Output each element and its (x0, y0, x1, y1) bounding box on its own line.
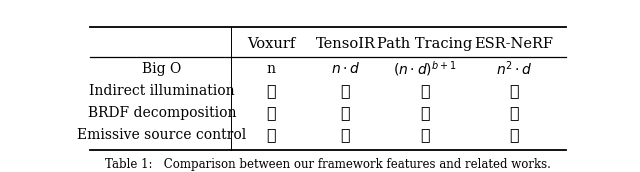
Text: ✘: ✘ (266, 82, 276, 99)
Text: BRDF decomposition: BRDF decomposition (88, 106, 236, 120)
Text: Table 1:   Comparison between our framework features and related works.: Table 1: Comparison between our framewor… (105, 159, 551, 171)
Text: ✔: ✔ (420, 126, 429, 143)
Text: ESR-NeRF: ESR-NeRF (474, 37, 554, 51)
Text: Big O: Big O (142, 62, 182, 76)
Text: ✔: ✔ (340, 82, 350, 99)
Text: ✘: ✘ (266, 126, 276, 143)
Text: ✘: ✘ (340, 126, 350, 143)
Text: $n^2 \cdot d$: $n^2 \cdot d$ (495, 60, 532, 78)
Text: ✔: ✔ (509, 126, 519, 143)
Text: Emissive source control: Emissive source control (77, 128, 246, 142)
Text: ✔: ✔ (340, 104, 350, 121)
Text: ✔: ✔ (420, 82, 429, 99)
Text: ✔: ✔ (509, 104, 519, 121)
Text: $n \cdot d$: $n \cdot d$ (331, 61, 360, 77)
Text: ✔: ✔ (509, 82, 519, 99)
Text: Voxurf: Voxurf (247, 37, 295, 51)
Text: ✔: ✔ (420, 104, 429, 121)
Text: $(n \cdot d)^{b+1}$: $(n \cdot d)^{b+1}$ (393, 60, 456, 78)
Text: n: n (266, 62, 275, 76)
Text: ✘: ✘ (266, 104, 276, 121)
Text: Indirect illumination: Indirect illumination (89, 84, 235, 98)
Text: Path Tracing: Path Tracing (377, 37, 472, 51)
Text: TensoIR: TensoIR (316, 37, 375, 51)
